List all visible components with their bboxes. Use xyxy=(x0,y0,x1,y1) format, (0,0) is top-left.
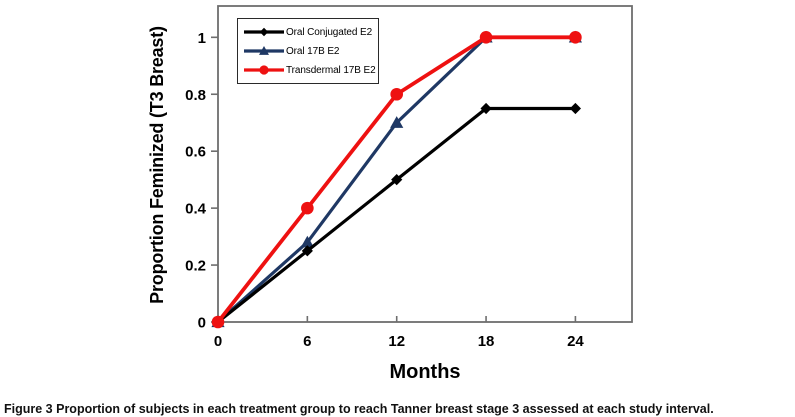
line-chart: 0 0.2 0.4 0.6 0.8 1 0 6 12 18 24 Months Proportion… xyxy=(0,0,795,386)
legend-label: Transdermal 17B E2 xyxy=(286,65,376,76)
legend-label: Oral 17B E2 xyxy=(286,46,339,57)
legend-label: Oral Conjugated E2 xyxy=(286,27,372,38)
x-tick-label: 12 xyxy=(388,333,405,350)
figure-caption-text: Proportion of subjects in each treatment… xyxy=(56,402,714,416)
x-tick-label: 18 xyxy=(478,333,495,350)
legend-sample xyxy=(243,62,285,78)
legend-sample xyxy=(243,24,285,40)
y-tick-label: 0.6 xyxy=(185,144,206,161)
x-tick-label: 0 xyxy=(214,333,222,350)
series-line xyxy=(218,108,575,322)
y-tick-label: 0 xyxy=(198,315,206,332)
legend: Oral Conjugated E2 Oral 17B E2 Transdermal… xyxy=(237,18,379,84)
circle-marker xyxy=(259,65,268,74)
circle-marker xyxy=(480,31,493,44)
diamond-marker xyxy=(570,103,581,114)
x-axis-title: Months xyxy=(389,361,460,383)
figure-chart: 0 0.2 0.4 0.6 0.8 1 0 6 12 18 24 Months Proportion… xyxy=(0,0,795,386)
circle-marker xyxy=(212,316,225,329)
legend-item: Oral Conjugated E2 xyxy=(243,23,375,41)
x-tick-label: 6 xyxy=(303,333,311,350)
y-axis-title: Proportion Feminized (T3 Breast) xyxy=(147,26,167,304)
x-tick-label: 24 xyxy=(567,333,584,350)
legend-item: Transdermal 17B E2 xyxy=(243,61,375,79)
y-tick-label: 0.8 xyxy=(185,87,206,104)
circle-marker xyxy=(569,31,582,44)
series-diamond xyxy=(212,103,581,328)
y-tick-label: 0.2 xyxy=(185,258,206,275)
circle-marker xyxy=(390,88,403,101)
y-tick-label: 1 xyxy=(198,30,206,47)
y-tick-label: 0.4 xyxy=(185,201,207,218)
legend-item: Oral 17B E2 xyxy=(243,42,375,60)
diamond-marker xyxy=(260,28,268,36)
figure-caption: Figure 3 Proportion of subjects in each … xyxy=(0,399,795,417)
legend-sample xyxy=(243,43,285,59)
figure-caption-label: Figure 3 xyxy=(4,402,53,416)
circle-marker xyxy=(301,202,314,215)
